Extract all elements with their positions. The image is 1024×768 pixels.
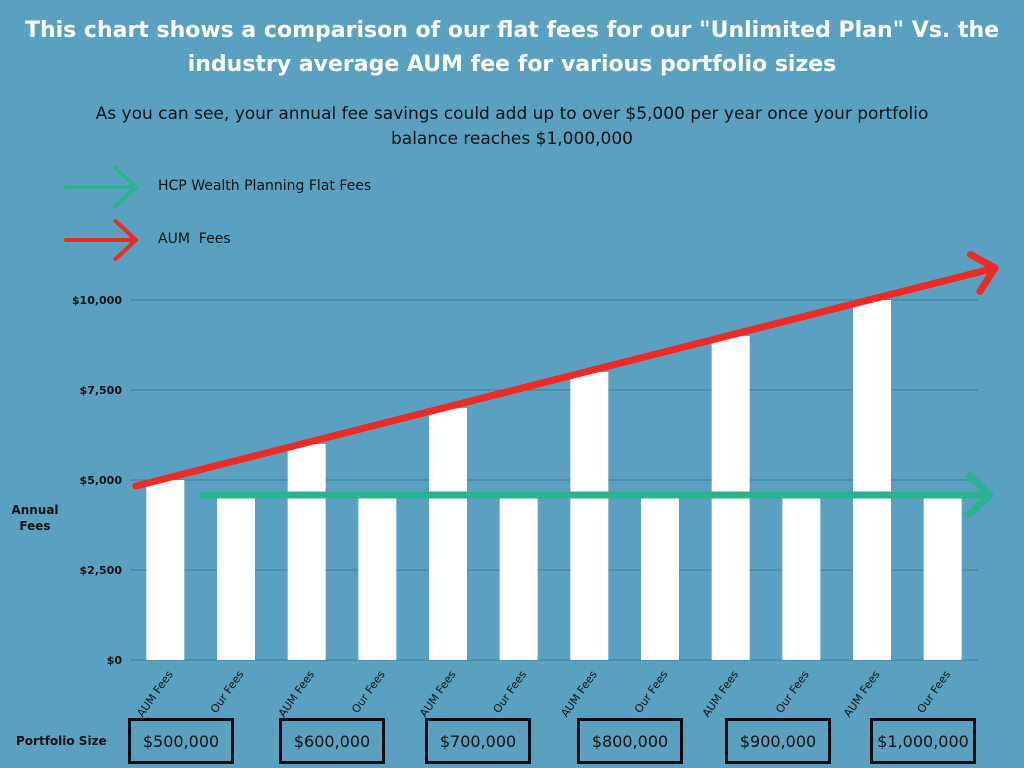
x-tick-label: Our Fees [349, 668, 388, 716]
y-tick-label: $7,500 [80, 384, 123, 397]
legend-label-flat-fees: HCP Wealth Planning Flat Fees [158, 178, 372, 194]
aum-fee-trend-arrow [132, 264, 999, 490]
y-tick-label: $2,500 [80, 564, 123, 577]
x-tick-label: Our Fees [632, 668, 671, 716]
x-tick-label: Our Fees [491, 668, 530, 716]
portfolio-size-box-600k: $600,000 [279, 718, 385, 764]
x-axis-label: Portfolio Size [16, 734, 107, 748]
flat-fee-trend-arrow-head [966, 472, 994, 518]
x-tick-label: Our Fees [915, 668, 954, 716]
legend-arrow-flat-fees-head [113, 165, 138, 209]
bar-our-fees [923, 498, 962, 660]
bar-aum-fees [570, 372, 609, 660]
x-tick-label: AUM Fees [134, 668, 176, 720]
bar-aum-fees [853, 300, 891, 660]
bar-our-fees [782, 498, 821, 660]
bar-our-fees [358, 498, 397, 660]
bar-our-fees [641, 498, 679, 660]
portfolio-size-box-700k: $700,000 [425, 718, 531, 764]
x-tick-label: AUM Fees [700, 668, 742, 720]
x-tick-label: Our Fees [773, 668, 812, 716]
page-subtitle: As you can see, your annual fee savings … [95, 104, 929, 149]
bar-our-fees [499, 498, 538, 660]
legend-label-aum-fees: AUM Fees [158, 231, 231, 247]
portfolio-size-box-500k: $500,000 [128, 718, 234, 764]
y-tick-label: $10,000 [72, 294, 122, 307]
y-tick-label: $5,000 [80, 474, 123, 487]
x-tick-label: AUM Fees [841, 668, 883, 720]
x-tick-label: AUM Fees [417, 668, 459, 720]
y-tick-label: $0 [107, 654, 123, 667]
bar-our-fees [217, 498, 255, 660]
portfolio-size-box-800k: $800,000 [577, 718, 683, 764]
bar-aum-fees [287, 444, 326, 660]
page-title: This chart shows a comparison of our fla… [24, 18, 1000, 77]
bar-aum-fees [429, 408, 467, 660]
x-tick-label: AUM Fees [276, 668, 318, 720]
x-tick-label: Our Fees [208, 668, 247, 716]
portfolio-size-box-900k: $900,000 [725, 718, 831, 764]
legend-arrow-aum-fees-head [113, 218, 138, 262]
bar-aum-fees [146, 480, 185, 660]
y-axis-label: Annual Fees [11, 503, 59, 533]
x-tick-label: AUM Fees [558, 668, 600, 720]
portfolio-size-box-1m: $1,000,000 [870, 718, 976, 764]
aum-fee-trend-arrow-head [966, 251, 999, 296]
